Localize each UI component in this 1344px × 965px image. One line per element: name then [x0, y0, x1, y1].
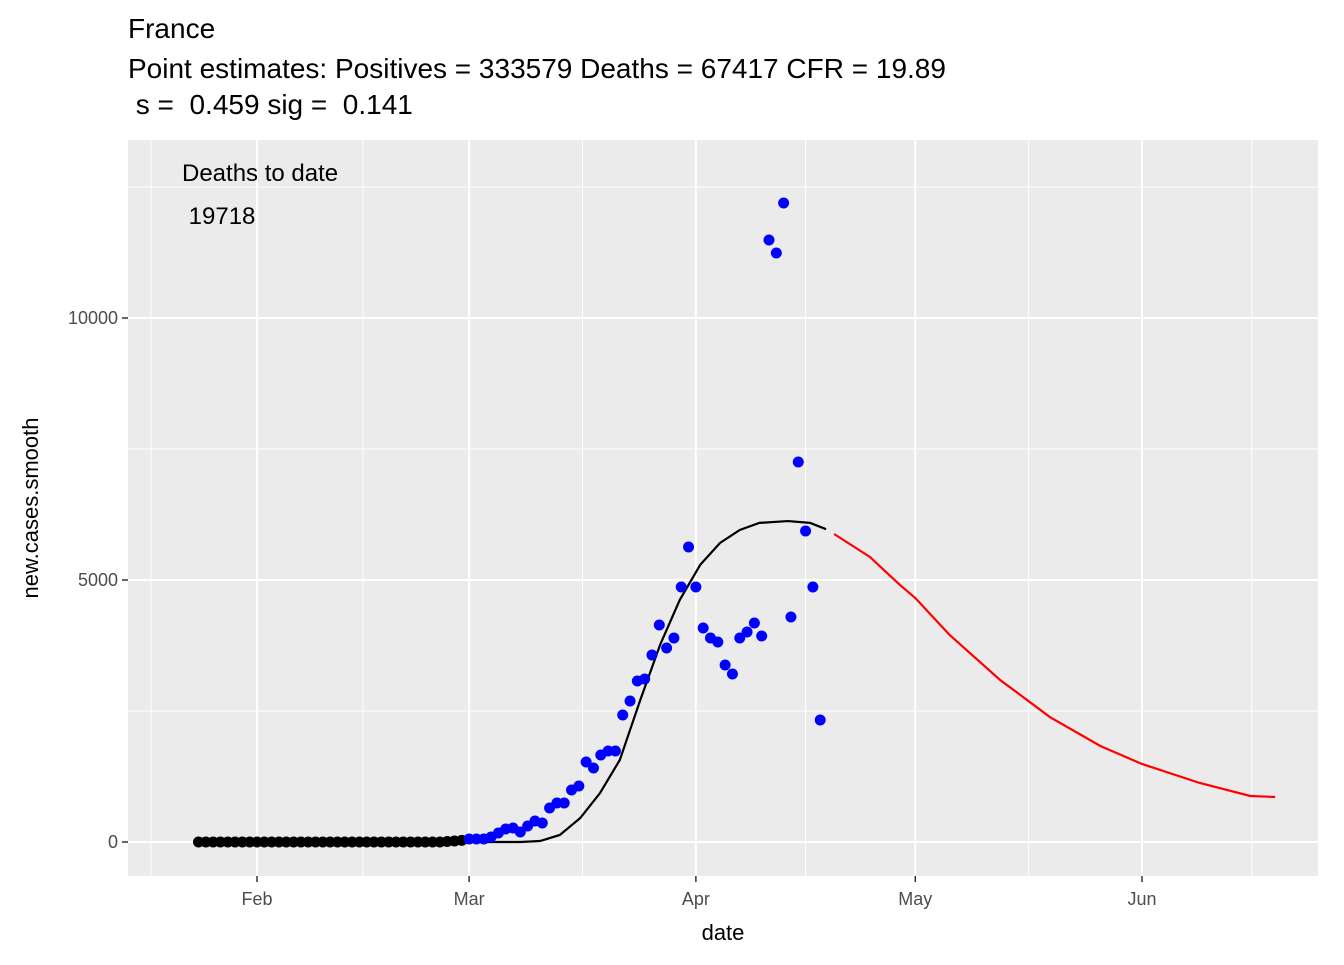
- line: [469, 519, 827, 844]
- point: [661, 642, 673, 654]
- point: [587, 762, 599, 774]
- point: [624, 695, 636, 707]
- point: [617, 709, 629, 721]
- annotation: 19718: [182, 203, 255, 230]
- point: [514, 826, 526, 838]
- point: [785, 611, 797, 623]
- point: [683, 541, 695, 553]
- x-tick-label: Apr: [682, 889, 710, 909]
- x-tick-label: Mar: [454, 889, 485, 909]
- point: [778, 197, 790, 209]
- point: [653, 619, 665, 631]
- point: [646, 649, 658, 661]
- x-tick-label: May: [898, 889, 932, 909]
- point: [770, 247, 782, 259]
- point: [558, 797, 570, 809]
- point: [763, 234, 775, 246]
- point: [719, 659, 731, 671]
- x-axis-title: date: [702, 920, 745, 945]
- y-tick-label: 0: [108, 832, 118, 852]
- y-tick-label: 5000: [78, 570, 118, 590]
- point: [741, 626, 753, 638]
- x-tick-label: Feb: [242, 889, 273, 909]
- point: [697, 622, 709, 634]
- point: [756, 630, 768, 642]
- chart-subtitle: s = 0.459 sig = 0.141: [128, 89, 413, 120]
- chart-subtitle: Point estimates: Positives = 333579 Deat…: [128, 53, 946, 84]
- point: [748, 617, 760, 629]
- x-tick-label: Jun: [1128, 889, 1157, 909]
- point: [609, 745, 621, 757]
- point: [814, 714, 826, 726]
- line: [833, 533, 1276, 799]
- point: [792, 456, 804, 468]
- y-axis-title: new.cases.smooth: [18, 418, 43, 599]
- point: [536, 817, 548, 829]
- y-tick-label: 10000: [68, 308, 118, 328]
- point: [690, 581, 702, 593]
- point: [800, 525, 812, 537]
- plot-panel: [128, 140, 1318, 876]
- point: [639, 673, 651, 685]
- grid: [128, 140, 1318, 876]
- point: [807, 581, 819, 593]
- point: [668, 632, 680, 644]
- chart-title: France: [128, 13, 215, 44]
- point: [573, 780, 585, 792]
- point: [675, 581, 687, 593]
- marks: [193, 197, 1276, 848]
- point: [580, 756, 592, 768]
- point: [726, 668, 738, 680]
- point: [712, 636, 724, 648]
- point: [734, 632, 746, 644]
- annotation: Deaths to date: [182, 160, 338, 187]
